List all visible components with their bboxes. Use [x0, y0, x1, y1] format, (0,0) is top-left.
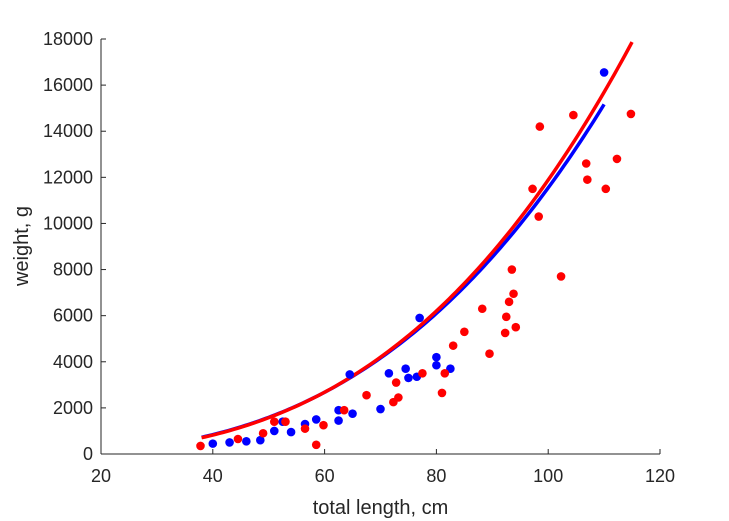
y-tick-label: 0: [83, 444, 93, 464]
data-point-series-2: [601, 184, 611, 194]
data-point-series-2: [460, 327, 469, 337]
data-point-series-2: [511, 322, 521, 332]
data-point-series-2: [535, 122, 545, 131]
fit-curve-2: [201, 41, 634, 440]
data-point-series-1: [334, 416, 343, 425]
data-point-series-2: [612, 154, 622, 164]
data-points: [196, 68, 636, 451]
data-point-series-1: [242, 437, 251, 446]
data-point-series-2: [504, 297, 514, 307]
y-tick-label: 6000: [53, 306, 93, 326]
data-point-series-2: [500, 328, 510, 338]
x-tick-label: 20: [91, 466, 111, 486]
data-point-series-1: [599, 68, 609, 77]
data-point-series-2: [534, 212, 543, 221]
data-point-series-2: [501, 312, 511, 322]
data-point-series-1: [348, 409, 357, 418]
data-point-series-1: [286, 427, 296, 437]
data-point-series-1: [256, 435, 265, 445]
data-point-series-2: [281, 417, 290, 427]
y-tick-label: 8000: [53, 260, 93, 280]
data-point-series-2: [556, 272, 566, 281]
data-point-series-2: [581, 159, 591, 168]
y-tick-label: 12000: [43, 167, 93, 187]
fit-curves: [201, 41, 634, 440]
data-point-series-2: [391, 378, 401, 387]
y-axis: 0 2000 4000 6000 8000 10000 12000 14000 16000 180…: [43, 29, 106, 464]
data-point-series-1: [432, 352, 441, 362]
data-point-series-2: [528, 184, 537, 194]
data-point-series-2: [362, 390, 371, 400]
data-point-series-1: [415, 313, 424, 323]
x-axis-title: total length, cm: [313, 497, 449, 519]
data-point-series-2: [626, 109, 636, 119]
data-point-series-2: [448, 341, 458, 350]
data-point-series-2: [339, 405, 349, 415]
y-tick-label: 14000: [43, 121, 93, 141]
data-point-series-2: [507, 265, 517, 274]
data-point-series-1: [404, 373, 413, 383]
data-point-series-2: [233, 434, 243, 444]
y-tick-label: 4000: [53, 352, 93, 372]
data-point-series-2: [485, 349, 494, 359]
y-axis-title: weight, g: [11, 206, 33, 287]
data-point-series-1: [345, 370, 355, 379]
data-point-series-1: [225, 438, 234, 447]
data-point-series-2: [258, 428, 268, 438]
y-tick-label: 18000: [43, 29, 93, 49]
data-point-series-2: [569, 110, 578, 120]
x-axis: 20 40 60 80 100 120: [91, 449, 675, 486]
data-point-series-2: [300, 424, 310, 433]
data-point-series-2: [196, 441, 205, 451]
fit-curve-1: [201, 103, 606, 439]
x-tick-label: 100: [533, 466, 563, 486]
data-point-series-2: [583, 175, 592, 184]
data-point-series-2: [477, 304, 487, 314]
data-point-series-2: [269, 417, 279, 427]
data-point-series-1: [384, 369, 394, 378]
y-tick-label: 10000: [43, 213, 93, 233]
y-tick-label: 2000: [53, 398, 93, 418]
data-point-series-2: [440, 369, 450, 378]
data-point-series-2: [418, 369, 427, 378]
y-tick-label: 16000: [43, 75, 93, 95]
y-tick-group: 0 2000 4000 6000 8000 10000 12000 14000 16000 180…: [43, 29, 106, 464]
data-point-series-2: [437, 388, 447, 398]
data-point-series-1: [208, 439, 218, 448]
x-tick-group: 20 40 60 80 100 120: [91, 449, 675, 486]
x-tick-label: 60: [315, 466, 335, 486]
data-point-series-2: [311, 440, 321, 450]
data-point-series-2: [319, 420, 328, 430]
data-point-series-2: [394, 393, 403, 402]
data-point-series-1: [432, 360, 441, 370]
data-point-series-1: [376, 404, 385, 414]
x-tick-label: 120: [645, 466, 675, 486]
data-point-series-1: [269, 426, 279, 436]
data-point-series-2: [509, 289, 518, 299]
x-tick-label: 80: [426, 466, 446, 486]
data-point-series-1: [401, 364, 410, 373]
data-point-series-1: [311, 415, 321, 424]
x-tick-label: 40: [203, 466, 223, 486]
